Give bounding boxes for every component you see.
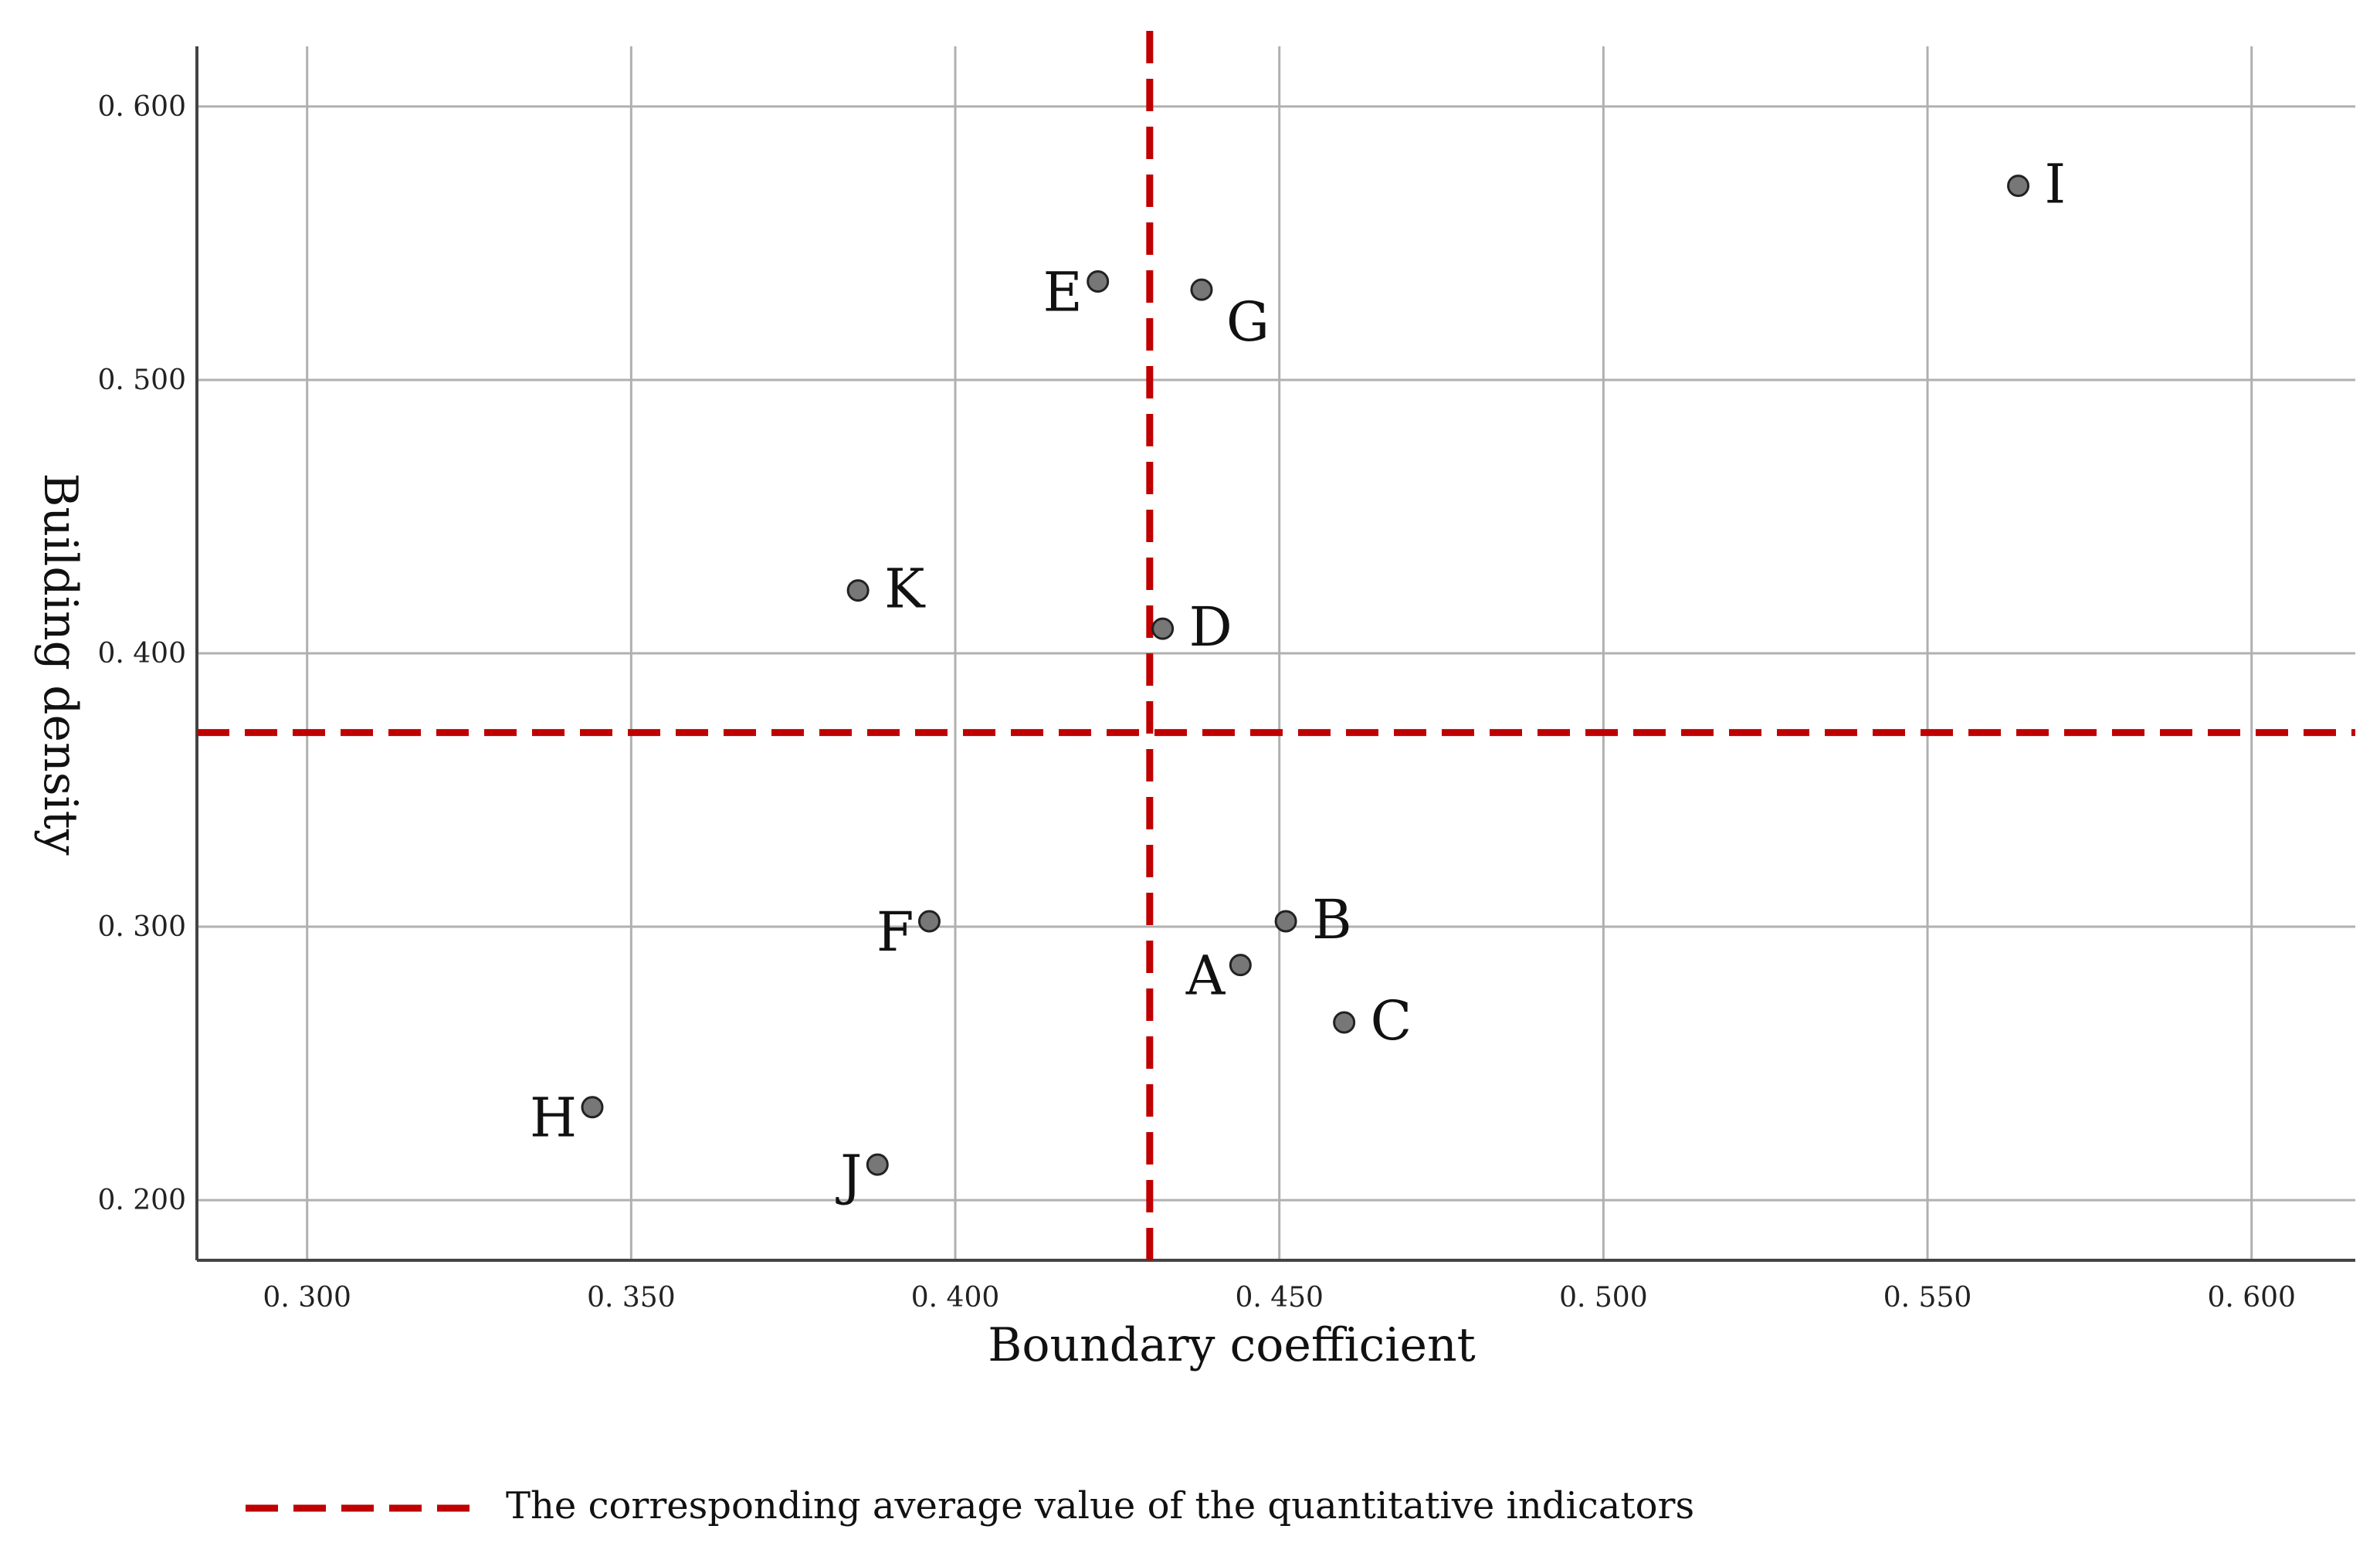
point-d bbox=[1151, 617, 1175, 640]
x-tick-label: 0. 600 bbox=[2207, 1282, 2296, 1314]
y-tick-label: 0. 600 bbox=[97, 91, 186, 123]
point-i bbox=[2007, 175, 2030, 198]
point-label-f: F bbox=[876, 900, 914, 964]
legend: The corresponding average value of the q… bbox=[246, 1484, 1694, 1527]
x-tick-label: 0. 450 bbox=[1235, 1282, 1324, 1314]
point-k bbox=[846, 579, 870, 602]
point-label-c: C bbox=[1371, 989, 1412, 1053]
x-tick-label: 0. 400 bbox=[911, 1282, 1000, 1314]
point-label-b: B bbox=[1312, 888, 1351, 951]
point-label-e: E bbox=[1043, 260, 1083, 324]
point-label-a: A bbox=[1185, 944, 1226, 1008]
y-tick-label: 0. 500 bbox=[97, 364, 186, 396]
grid-layer bbox=[197, 46, 2355, 1260]
point-label-d: D bbox=[1189, 595, 1232, 659]
point-a bbox=[1229, 954, 1252, 977]
y-tick-label: 0. 200 bbox=[97, 1185, 186, 1216]
axis-labels: Boundary coefficient Building density bbox=[33, 473, 1476, 1372]
point-c bbox=[1333, 1011, 1356, 1034]
axes-layer: 0. 300 0. 350 0. 400 0. 450 0. 500 0. 550 0. 6… bbox=[97, 46, 2355, 1314]
y-tick-label: 0. 300 bbox=[97, 911, 186, 943]
legend-label: The corresponding average value of the q… bbox=[506, 1484, 1694, 1527]
x-tick-label: 0. 350 bbox=[587, 1282, 676, 1314]
reference-lines bbox=[197, 31, 2355, 1260]
point-label-k: K bbox=[884, 558, 926, 621]
y-tick-label: 0. 400 bbox=[97, 638, 186, 670]
point-e bbox=[1087, 270, 1110, 293]
x-tick-label: 0. 550 bbox=[1883, 1282, 1972, 1314]
point-label-g: G bbox=[1226, 290, 1270, 354]
point-label-h: H bbox=[530, 1087, 577, 1150]
data-points: A BC D E F G H I J K bbox=[530, 153, 2066, 1208]
x-axis-title: Boundary coefficient bbox=[988, 1318, 1475, 1372]
point-f bbox=[917, 910, 941, 933]
x-tick-label: 0. 300 bbox=[263, 1282, 351, 1314]
point-j bbox=[866, 1153, 889, 1176]
point-g bbox=[1190, 278, 1213, 301]
point-label-i: I bbox=[2045, 153, 2066, 216]
point-label-j: J bbox=[836, 1144, 862, 1207]
y-axis-title: Building density bbox=[33, 473, 87, 855]
point-b bbox=[1274, 910, 1297, 933]
x-tick-label: 0. 500 bbox=[1559, 1282, 1648, 1314]
point-h bbox=[581, 1096, 604, 1119]
